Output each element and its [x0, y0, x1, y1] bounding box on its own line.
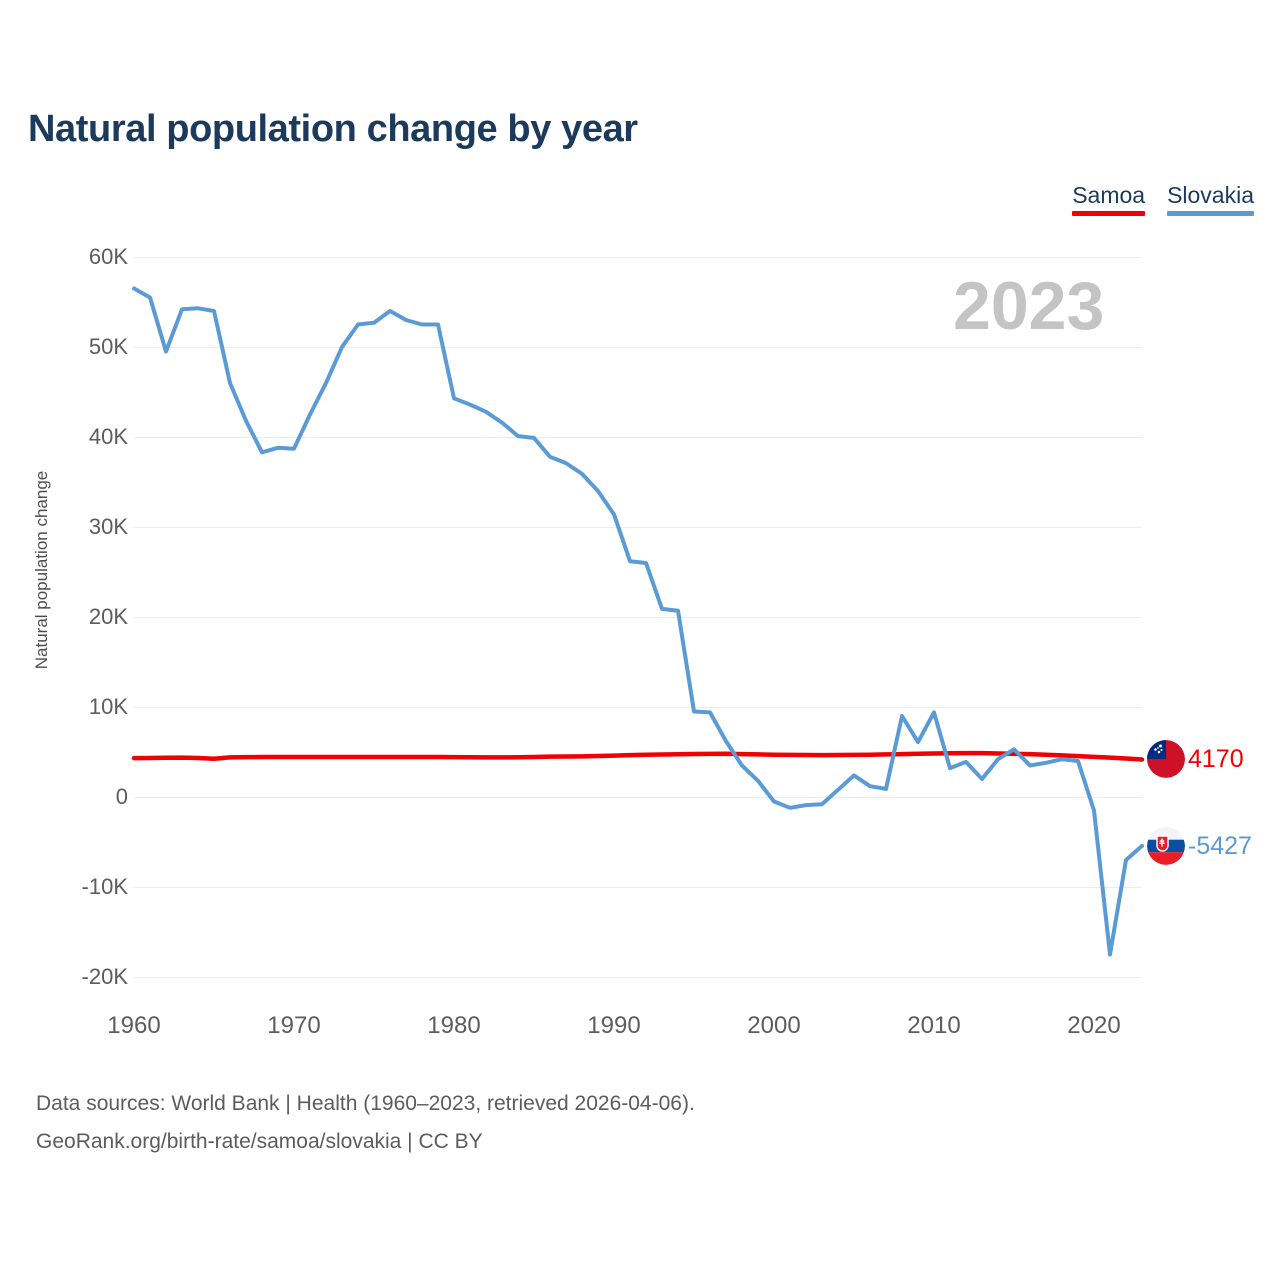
chart-legend: Samoa Slovakia: [1072, 182, 1254, 216]
y-axis-tick-label: 40K: [88, 424, 128, 449]
x-axis-tick-label: 1970: [267, 1012, 321, 1039]
series-line-samoa: [131, 750, 1145, 762]
samoa-flag-icon: [1147, 740, 1185, 779]
gridline: [134, 617, 1142, 618]
y-axis-tick-label: 0: [115, 784, 128, 809]
x-axis-tick-label: 2020: [1067, 1012, 1121, 1039]
legend-label-slovakia: Slovakia: [1167, 182, 1254, 208]
y-axis-tick-label: 50K: [88, 334, 128, 359]
slovakia-flag-icon: [1147, 826, 1185, 865]
gridline: [134, 707, 1142, 708]
x-axis-tick-label: 2010: [907, 1012, 961, 1039]
y-axis-tick-label: 60K: [88, 244, 128, 269]
x-axis-tick-label: 1960: [107, 1012, 161, 1039]
watermark-year: 2023: [953, 268, 1105, 344]
y-axis-tick-label: 30K: [88, 514, 128, 539]
gridline: [134, 437, 1142, 438]
y-axis-tick-label: -10K: [81, 874, 128, 899]
y-axis-tick-label: 10K: [88, 694, 128, 719]
legend-swatch-slovakia: [1167, 211, 1254, 216]
page-title: Natural population change by year: [28, 108, 638, 150]
y-axis-tick-label: -20K: [81, 964, 128, 989]
x-axis-tick-label: 1980: [427, 1012, 481, 1039]
legend-item-samoa[interactable]: Samoa: [1072, 182, 1146, 216]
legend-swatch-samoa: [1072, 211, 1146, 216]
gridline: [134, 887, 1142, 888]
end-label-slovakia: -5427: [1188, 831, 1252, 860]
footer-sources: Data sources: World Bank | Health (1960–…: [36, 1085, 695, 1161]
x-axis-tick-label: 2000: [747, 1012, 801, 1039]
gridline: [134, 527, 1142, 528]
gridline: [134, 797, 1142, 798]
legend-item-slovakia[interactable]: Slovakia: [1167, 182, 1254, 216]
gridline: [134, 347, 1142, 348]
x-axis-tick-label: 1990: [587, 1012, 641, 1039]
legend-label-samoa: Samoa: [1072, 182, 1146, 208]
series-line-slovakia: [132, 286, 1144, 957]
end-label-samoa: 4170: [1188, 745, 1244, 774]
gridline: [134, 977, 1142, 978]
gridline: [134, 257, 1142, 258]
y-axis-tick-label: 20K: [88, 604, 128, 629]
footer-line-1: Data sources: World Bank | Health (1960–…: [36, 1092, 695, 1115]
footer-line-2: GeoRank.org/birth-rate/samoa/slovakia | …: [36, 1130, 483, 1153]
